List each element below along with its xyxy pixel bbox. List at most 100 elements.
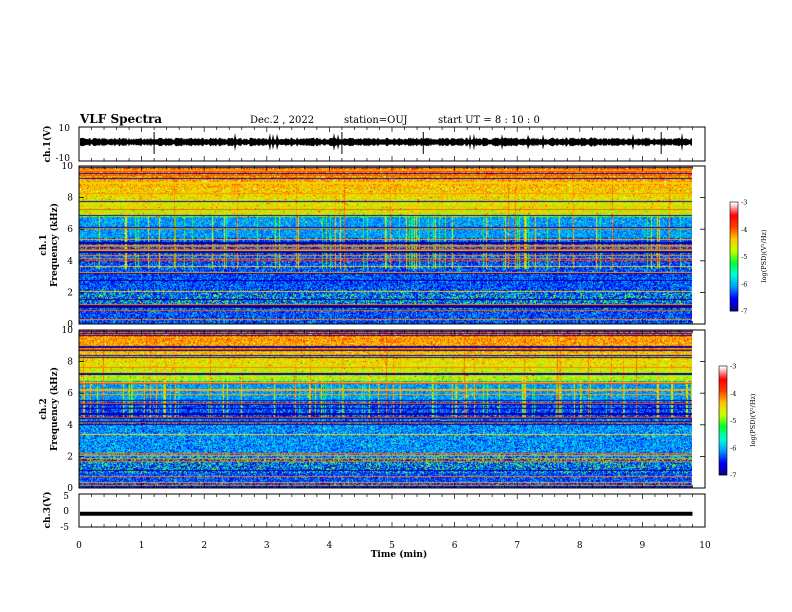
ch1-colorbar-tick-label: -7 [741,308,747,316]
ch1-colorbar-swatch [730,269,738,272]
time-tick-label: 3 [264,541,270,551]
header-date: Dec.2 , 2022 [250,115,314,126]
time-tick-label: 4 [327,541,333,551]
ch2-colorbar-swatch [719,375,727,378]
ch1-colorbar-swatch [730,263,738,266]
ch1-waveform-envelope [80,132,692,152]
ch1-colorbar-swatch [730,305,738,308]
ch2-spectrogram-ytick-label: 6 [67,389,73,399]
ch2-colorbar-swatch [719,447,727,450]
ch1-colorbar-swatch [730,241,738,245]
ch1-colorbar-swatch [730,303,738,306]
ch1-colorbar-swatch [730,307,738,310]
ch2-spectrogram-ytick-label: 8 [67,358,73,368]
ch2-colorbar-swatch [719,380,727,383]
ch1-colorbar-swatch [730,240,738,243]
ch2-colorbar-swatch [719,385,727,389]
ch1-colorbar-swatch [730,225,738,228]
ch1-colorbar-swatch [730,238,738,241]
time-tick-label: 9 [640,541,646,551]
ch2-colorbar-swatch [719,407,727,410]
time-axis-ticks: 0 1 2 3 4 5 6 7 8 9 10 [76,541,711,551]
ch1-spectrogram-ytick-label: 4 [67,257,73,267]
ch1-spectrogram-ylabel-frequency: Frequency (kHz) [49,203,60,287]
ch1-colorbar-swatch [730,214,738,217]
ch1-colorbar-swatch [730,289,738,292]
ch2-colorbar-swatch [719,458,727,461]
ch2-colorbar-swatch [719,393,727,396]
ch1-colorbar-swatch [730,207,738,210]
ch1-spectrogram-ytick-label: 2 [67,288,73,298]
ch1-colorbar-swatch [730,251,738,254]
ch1-colorbar-tick-label: -6 [741,280,747,288]
ch1-colorbar-swatch [730,271,738,274]
ch1-colorbar-tick-label: -3 [741,199,747,207]
ch2-colorbar-swatch [719,420,727,423]
ch1-colorbar-swatch [730,211,738,214]
ch2-colorbar-swatch [719,467,727,470]
ch2-spectrogram-ylabel-frequency: Frequency (kHz) [49,367,60,451]
ch2-spectrogram-ytick-label: 0 [67,484,73,494]
ch2-colorbar-tick-label: -5 [730,417,736,425]
ch1-colorbar-swatch [730,254,738,257]
ch1-colorbar-swatch [730,301,738,305]
ch1-ytick-top: 10 [59,124,71,134]
ch1-colorbar-swatch [730,227,738,230]
ch3-waveform-panel: 5 0 -5 ch.3(V) 0 1 2 3 4 5 6 7 8 9 10 Time (min) [42,492,711,560]
ch2-spectrogram-heatmap [79,330,692,488]
ch2-colorbar-label: log(PSD)(V²/Hz) [749,393,757,446]
ch1-colorbar-swatch [730,221,738,225]
ch2-colorbar-swatch [719,431,727,434]
ch2-colorbar-swatch [719,411,727,414]
ch1-colorbar-swatch [730,296,738,299]
ch2-colorbar-swatch [719,373,727,376]
ch1-colorbar-swatch [730,247,738,250]
ch2-colorbar-swatch [719,471,727,474]
ch2-colorbar-swatch [719,465,727,469]
ch1-colorbar-swatch [730,261,738,265]
ch1-colorbar-swatch [730,278,738,281]
ch1-colorbar-swatch [730,249,738,252]
ch2-colorbar-swatch [719,371,727,374]
ch2-colorbar-swatch [719,416,727,420]
ch1-colorbar-swatch [730,285,738,288]
ch2-colorbar-tick-label: -7 [730,472,736,480]
ch2-colorbar-swatch [719,376,727,380]
spectrogram-image [79,166,692,324]
ch2-colorbar-swatch [719,469,727,472]
time-tick-marks [78,127,706,527]
ch2-colorbar-swatch [719,396,727,400]
ch2-colorbar-swatch [719,400,727,403]
ch1-colorbar-tick-label: -5 [741,253,747,261]
ch1-colorbar-swatch [730,274,738,277]
ch1-colorbar-swatch [730,203,738,207]
ch2-colorbar-swatch [719,429,727,432]
ch2-colorbar-swatch [719,427,727,430]
ch1-spectrogram-ytick-label: 10 [62,162,74,172]
spectrogram-image [79,330,692,488]
ch1-colorbar-swatch [730,212,738,216]
ch1-colorbar: -3 -4 -5 -6 -7 log(PSD)(V²/Hz) [729,199,768,316]
ch2-colorbar-swatch [719,456,727,460]
ch1-colorbar-swatch [730,234,738,237]
ch1-colorbar-swatch [730,298,738,301]
ch1-colorbar-swatch [730,216,738,219]
header-start-time: start UT = 8 : 10 : 0 [438,115,540,126]
ch1-spectrogram-yticks: 0 2 4 6 8 10 [62,162,705,330]
ch3-ytick-top: 5 [63,492,69,502]
ch1-spectrogram-ylabel-channel: ch.1 [39,234,49,255]
ch1-colorbar-gradient [730,202,738,312]
time-axis-label: Time (min) [371,549,428,560]
ch2-colorbar-swatch [719,424,727,427]
ch1-colorbar-swatch [730,276,738,279]
ch2-colorbar-swatch [719,440,727,443]
time-tick-label: 8 [577,541,583,551]
ch2-colorbar-swatch [719,442,727,445]
ch3-waveform-ylabel: ch.3(V) [42,492,53,529]
time-tick-label: 7 [514,541,520,551]
ch1-colorbar-swatch [730,281,738,285]
ch3-ytick-middle: 0 [63,507,69,517]
ch2-colorbar-swatch [719,378,727,381]
ch1-colorbar-swatch [730,258,738,261]
